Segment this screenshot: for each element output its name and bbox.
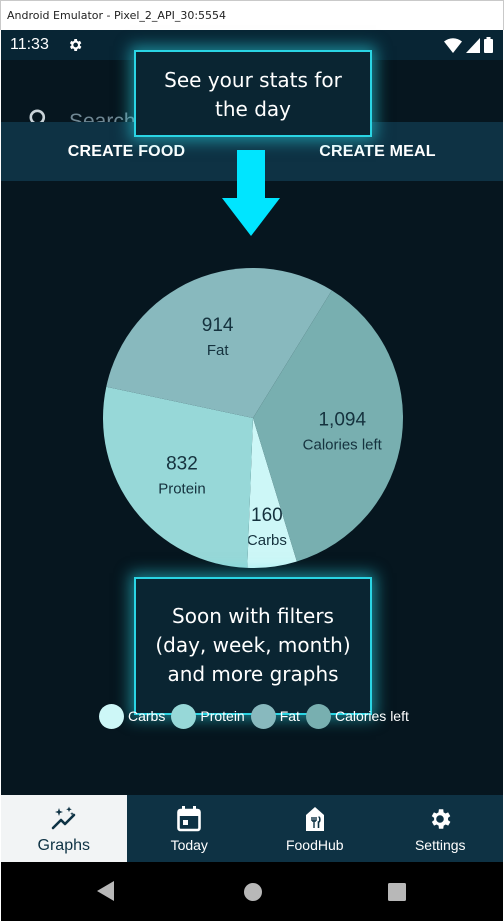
nav-item-today[interactable]: Today	[127, 795, 253, 862]
tooltip-stats-line: See your stats for	[164, 68, 342, 92]
create-food-button[interactable]: CREATE FOOD	[67, 142, 186, 160]
wifi-icon	[444, 37, 462, 53]
legend-swatch	[305, 703, 331, 729]
pie-slice-calories-left	[253, 290, 404, 562]
recents-icon[interactable]	[388, 883, 406, 905]
home-icon[interactable]	[243, 882, 263, 906]
legend-swatch	[250, 703, 276, 729]
pie-slice-fat	[106, 268, 332, 418]
legend-item-protein: Protein	[171, 703, 245, 729]
bottom-navigation: Graphs Today FoodHub Settings	[1, 795, 503, 862]
status-icons	[444, 37, 493, 53]
tooltip-filters-line: Soon with filters	[172, 604, 334, 628]
nav-label: Today	[170, 837, 208, 853]
chart-legend: Carbs Protein Fat Calories left	[99, 702, 415, 730]
pie-category-label: Protein	[158, 480, 206, 497]
status-time: 11:33	[10, 36, 49, 53]
tooltip-stats: See your stats for the day	[134, 50, 372, 137]
legend-swatch	[99, 703, 124, 729]
macro-pie-chart: 160 Carbs 832 Protein 914 Fat 1,094 Calories le…	[103, 268, 404, 568]
phone-screen: 11:33 CREATE FOOD CREATE MEAL See your s…	[1, 30, 503, 921]
gear-icon	[67, 37, 83, 57]
pie-category-label: Fat	[207, 342, 230, 359]
sparkle-graph-icon	[50, 806, 78, 832]
legend-label: Calories left	[334, 708, 409, 724]
nav-label: FoodHub	[285, 837, 344, 853]
pie-value-label: 1,094	[318, 410, 366, 431]
pie-slice-protein	[103, 386, 253, 568]
system-navigation-bar	[1, 862, 503, 921]
pie-category-label: Carbs	[247, 532, 287, 549]
nav-item-foodhub[interactable]: FoodHub	[252, 795, 378, 862]
tooltip-stats-line: the day	[215, 97, 291, 121]
pie-value-label: 914	[202, 315, 234, 336]
tooltip-filters-line: and more graphs	[167, 662, 339, 686]
back-icon[interactable]	[94, 879, 116, 907]
nav-item-settings[interactable]: Settings	[378, 795, 504, 862]
legend-item-carbs: Carbs	[99, 703, 166, 729]
pie-category-label: Calories left	[303, 437, 383, 454]
nav-label: Graphs	[37, 837, 90, 854]
down-arrow-icon	[222, 150, 280, 240]
pie-value-label: 160	[251, 505, 283, 526]
nav-label: Settings	[414, 837, 466, 853]
emulator-window-title: Android Emulator - Pixel_2_API_30:5554	[0, 0, 504, 30]
legend-item-fat: Fat	[250, 703, 300, 729]
nav-item-graphs[interactable]: Graphs	[1, 795, 127, 862]
pie-value-label: 832	[166, 453, 198, 474]
pie-slice-carbs	[247, 418, 297, 568]
settings-gear-icon	[427, 806, 453, 832]
legend-label: Carbs	[128, 708, 166, 724]
legend-label: Fat	[279, 708, 300, 724]
legend-item-calories-left: Calories left	[305, 703, 409, 729]
legend-label: Protein	[200, 708, 245, 724]
battery-icon	[484, 37, 493, 53]
legend-swatch	[171, 703, 197, 729]
tooltip-filters-line: (day, week, month)	[155, 633, 351, 657]
create-meal-button[interactable]: CREATE MEAL	[319, 142, 436, 160]
signal-icon	[466, 37, 480, 53]
calendar-icon	[177, 806, 202, 832]
restaurant-icon	[304, 806, 326, 832]
tooltip-filters: Soon with filters (day, week, month) and…	[134, 577, 372, 715]
